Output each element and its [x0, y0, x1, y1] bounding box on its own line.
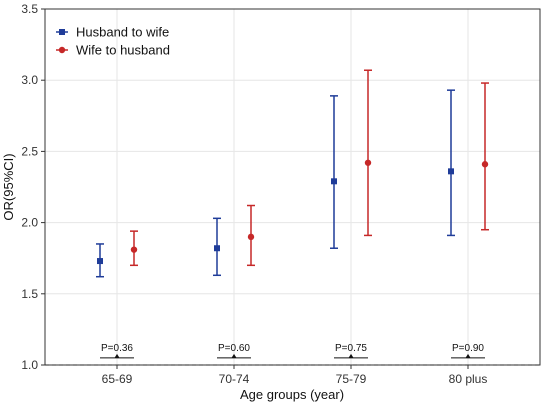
p-value-label: P=0.75: [335, 343, 367, 354]
legend: Husband to wife Wife to husband: [56, 25, 170, 58]
data-point: [448, 168, 454, 175]
p-value-label: P=0.90: [452, 343, 484, 354]
data-point: [214, 245, 220, 252]
data-point: [331, 178, 337, 185]
y-tick-label: 1.5: [21, 287, 38, 301]
y-axis-label: OR(95%CI): [1, 153, 16, 220]
annotation-layer: P=0.36 P=0.60 P=0.75 P=0.90: [100, 343, 485, 359]
grid-layer: [45, 8, 540, 366]
y-tick-label: 1.0: [21, 358, 38, 372]
data-point: [481, 161, 489, 168]
legend-marker: [59, 29, 65, 35]
legend-label: Husband to wife: [76, 25, 169, 40]
data-point: [97, 258, 103, 265]
series-layer: [96, 69, 489, 278]
x-tick-label: 70-74: [219, 372, 250, 386]
axis-layer: 1.0 1.5 2.0 2.5 3.0 3.5 65-69 70-74 75-79 80 plus: [21, 2, 487, 386]
x-axis-label: Age groups (year): [240, 387, 344, 402]
legend-label: Wife to husband: [76, 43, 170, 58]
y-tick-label: 3.5: [21, 2, 38, 16]
comparison-marker: [231, 353, 237, 358]
comparison-marker: [348, 353, 354, 358]
plot-frame: [44, 8, 541, 366]
x-tick-label: 80 plus: [449, 372, 488, 386]
comparison-marker: [114, 353, 120, 358]
data-point: [130, 246, 138, 253]
y-tick-label: 3.0: [21, 73, 38, 87]
data-point: [247, 233, 255, 241]
y-tick-label: 2.0: [21, 216, 38, 230]
x-tick-label: 75-79: [336, 372, 367, 386]
comparison-marker: [465, 353, 471, 358]
y-tick-label: 2.5: [21, 144, 38, 158]
x-tick-label: 65-69: [102, 372, 133, 386]
legend-marker: [58, 46, 66, 54]
data-point: [364, 159, 372, 166]
p-value-label: P=0.36: [101, 343, 133, 354]
p-value-label: P=0.60: [218, 343, 250, 354]
